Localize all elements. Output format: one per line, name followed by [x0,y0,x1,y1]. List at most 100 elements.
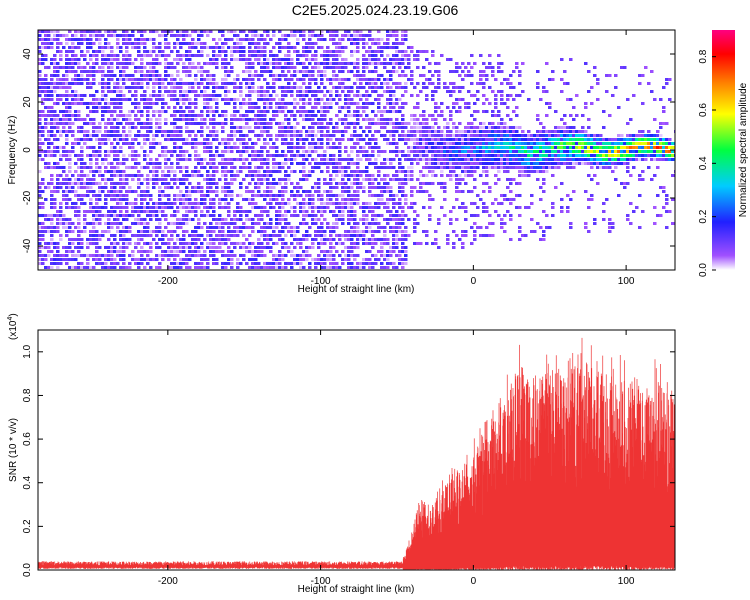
spectrogram-cell [176,186,180,189]
spectrogram-cell [137,110,141,113]
spectrogram-cell [62,66,66,69]
spectrogram-cell [53,150,57,153]
spectrogram-cell [377,74,381,77]
spectrogram-cell [56,214,60,217]
spectrogram-cell [311,198,315,201]
spectrogram-cell [323,86,327,89]
spectrogram-cell [110,186,114,189]
spectrogram-cell [335,194,339,197]
spectrogram-cell [116,38,120,41]
spectrogram-cell [353,42,357,45]
spectrogram-cell [404,34,408,37]
spectrogram-cell [122,142,126,145]
spectrogram-cell [299,186,303,189]
spectrogram-cell [155,226,159,229]
spectrogram-cell [290,150,294,153]
spectrogram-cell [155,182,159,185]
spectrogram-cell [329,234,333,237]
spectrogram-cell [269,222,273,225]
spectrogram-cell [89,74,93,77]
spectrogram-cell [176,250,180,253]
spectrogram-cell [125,86,129,89]
spectrogram-cell [368,30,372,33]
spectrogram-cell [206,62,210,65]
spectrogram-cell [332,54,336,57]
spectrogram-cell [113,206,117,209]
spectrogram-cell [74,194,78,197]
spectrogram-cell [110,190,114,193]
spectrogram-cell [401,34,405,37]
spectrogram-cell [110,194,114,197]
spectrogram-cell [203,258,207,261]
spectrogram-cell [416,154,420,157]
spectrogram-cell [236,230,240,233]
spectrogram-cell [65,130,69,133]
spectrogram-cell [50,250,54,253]
spectrogram-cell [266,214,270,217]
spectrogram-cell [182,118,186,121]
spectrogram-cell [239,166,243,169]
spectrogram-cell [86,70,90,73]
spectrogram-cell [284,78,288,81]
spectrogram-cell [98,142,102,145]
spectrogram-cell [191,202,195,205]
spectrogram-cell [344,78,348,81]
spectrogram-cell [269,146,273,149]
spectrogram-cell [359,74,363,77]
spectrogram-cell [182,214,186,217]
spectrogram-cell [368,178,372,181]
spectrogram-cell [233,98,237,101]
spectrogram-cell [314,162,318,165]
spectrogram-cell [122,238,126,241]
spectrogram-cell [47,90,51,93]
spectrogram-cell [299,134,303,137]
spectrogram-cell [44,186,48,189]
spectrogram-cell [290,158,294,161]
spectrogram-cell [86,254,90,257]
spectrogram-cell [140,222,144,225]
spectrogram-cell [188,86,192,89]
spectrogram-cell [92,30,96,33]
spectrogram-cell [419,190,423,193]
spectrogram-cell [92,190,96,193]
spectrogram-cell [266,130,270,133]
spectrogram-cell [89,118,93,121]
spectrogram-cell [386,54,390,57]
spectrogram-cell [290,110,294,113]
spectrogram-cell [191,218,195,221]
spectrogram-cell [119,46,123,49]
spectrogram-cell [338,138,342,141]
spectrogram-cell [296,230,300,233]
spectrogram-cell [221,30,225,33]
spectrogram-cell [380,50,384,53]
spectrogram-cell [230,166,234,169]
spectrogram-cell [239,90,243,93]
spectrogram-cell [416,94,420,97]
spectrogram-cell [218,54,222,57]
spectrogram-cell [53,114,57,117]
spectrogram-cell [149,170,153,173]
spectrogram-cell [407,170,411,173]
spectrogram-cell [350,182,354,185]
spectrogram-cell [335,250,339,253]
spectrogram-cell [95,170,99,173]
spectrogram-cell [56,98,60,101]
spectrogram-cell [137,214,141,217]
spectrogram-cell [92,242,96,245]
spectrogram-cell [176,42,180,45]
spectrogram-cell [110,150,114,153]
spectrogram-cell [392,234,396,237]
spectrogram-cell [197,30,201,33]
spectrogram-cell [263,126,267,129]
spectrogram-cell [209,110,213,113]
spectrogram-cell [317,242,321,245]
spectrogram-cell [170,166,174,169]
spectrogram-cell [383,138,387,141]
spectrogram-cell [194,214,198,217]
spectrogram-cell [254,166,258,169]
spectrogram-cell [59,54,63,57]
spectrogram-cell [419,142,423,145]
spectrogram-cell [146,70,150,73]
spectrogram-cell [278,238,282,241]
spectrogram-cell [44,154,48,157]
